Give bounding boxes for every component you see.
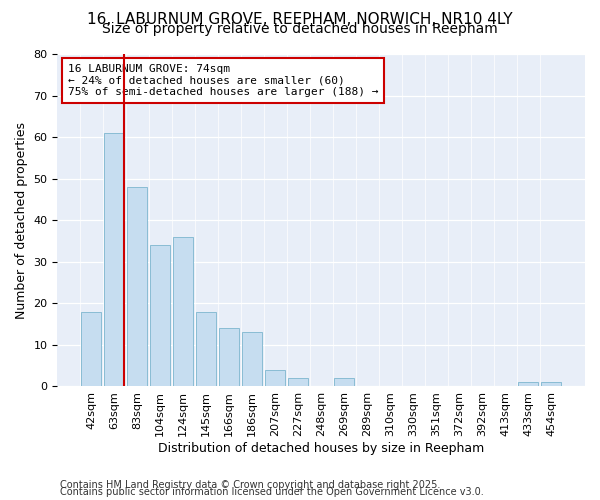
Bar [334, 378, 354, 386]
Bar [265, 370, 285, 386]
Text: Contains HM Land Registry data © Crown copyright and database right 2025.: Contains HM Land Registry data © Crown c… [60, 480, 440, 490]
Text: 16 LABURNUM GROVE: 74sqm
← 24% of detached houses are smaller (60)
75% of semi-d: 16 LABURNUM GROVE: 74sqm ← 24% of detach… [68, 64, 379, 97]
Bar [541, 382, 561, 386]
Bar [82, 312, 101, 386]
Bar [289, 378, 308, 386]
Bar [196, 312, 216, 386]
X-axis label: Distribution of detached houses by size in Reepham: Distribution of detached houses by size … [158, 442, 484, 455]
Text: Contains public sector information licensed under the Open Government Licence v3: Contains public sector information licen… [60, 487, 484, 497]
Text: Size of property relative to detached houses in Reepham: Size of property relative to detached ho… [102, 22, 498, 36]
Bar [151, 245, 170, 386]
Y-axis label: Number of detached properties: Number of detached properties [15, 122, 28, 318]
Bar [173, 237, 193, 386]
Bar [518, 382, 538, 386]
Bar [104, 133, 124, 386]
Bar [127, 187, 147, 386]
Text: 16, LABURNUM GROVE, REEPHAM, NORWICH, NR10 4LY: 16, LABURNUM GROVE, REEPHAM, NORWICH, NR… [87, 12, 513, 28]
Bar [220, 328, 239, 386]
Bar [242, 332, 262, 386]
